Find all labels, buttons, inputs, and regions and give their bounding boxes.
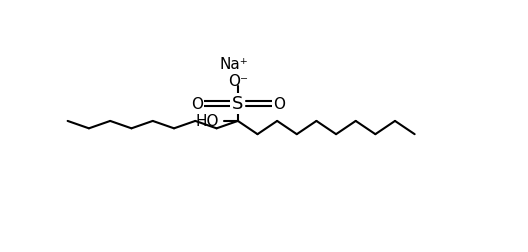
Text: Na⁺: Na⁺ xyxy=(220,57,248,72)
Text: O: O xyxy=(191,97,203,111)
Text: O⁻: O⁻ xyxy=(228,74,248,89)
Text: S: S xyxy=(232,95,243,113)
Text: HO: HO xyxy=(196,114,220,129)
Text: O: O xyxy=(273,97,285,111)
